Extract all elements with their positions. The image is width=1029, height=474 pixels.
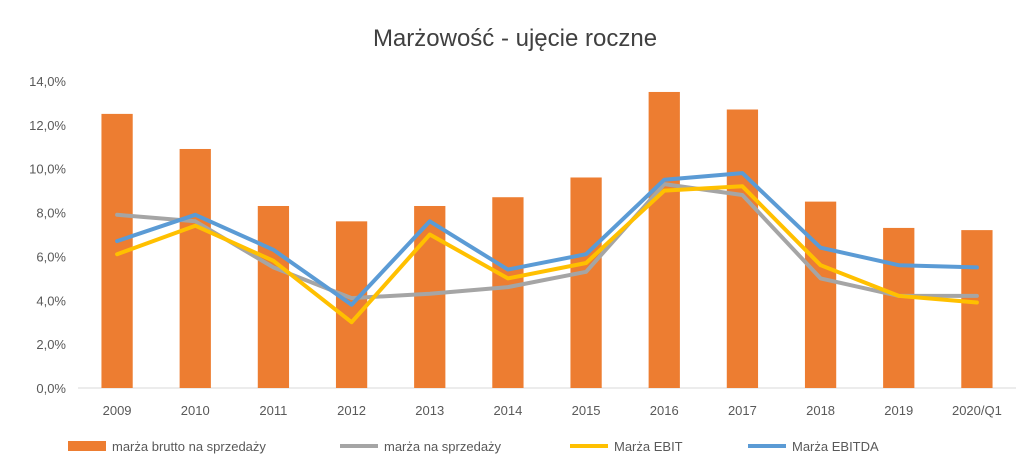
y-tick-label: 2,0% (36, 337, 66, 352)
y-tick-label: 6,0% (36, 249, 66, 264)
bar-mark (883, 227, 915, 388)
line-series (115, 171, 979, 325)
legend-label: Marża EBITDA (792, 439, 879, 454)
legend-item: marża brutto na sprzedaży (68, 439, 266, 454)
legend-swatch (68, 441, 106, 451)
bar-mark (492, 197, 524, 388)
x-tick-label: 2009 (103, 403, 132, 418)
series-line (115, 184, 979, 325)
x-tick-label: 2011 (259, 403, 287, 418)
x-tick-label: 2013 (415, 403, 444, 418)
legend-label: marża na sprzedaży (384, 439, 502, 454)
legend-label: Marża EBIT (614, 439, 683, 454)
bar-mark (570, 177, 602, 388)
x-tick-label: 2018 (806, 403, 835, 418)
y-tick-label: 14,0% (29, 74, 66, 89)
bar-mark (257, 205, 290, 388)
legend-item: Marża EBITDA (748, 439, 879, 454)
x-tick-label: 2020/Q1 (952, 403, 1002, 418)
x-axis-ticks: 2009 2010 2011 2012 2013 2014 2015 2016 2017 2018… (103, 403, 1002, 418)
legend-label: marża brutto na sprzedaży (112, 439, 266, 454)
x-tick-label: 2016 (650, 403, 679, 418)
x-tick-label: 2015 (572, 403, 601, 418)
x-tick-label: 2010 (181, 403, 210, 418)
bar-mark (648, 91, 680, 388)
bar-series (101, 91, 993, 389)
x-tick-label: 2012 (337, 403, 366, 418)
series-line (115, 171, 979, 307)
y-axis-ticks: 0,0% 2,0% 4,0% 6,0% 8,0% 10,0% 12,0% 14,0% (29, 74, 66, 396)
x-tick-label: 2014 (493, 403, 522, 418)
series-line (115, 182, 979, 301)
y-tick-label: 8,0% (36, 206, 66, 221)
bar-mark (961, 230, 993, 388)
bar-mark (726, 109, 759, 388)
x-tick-label: 2017 (728, 403, 757, 418)
bar-mark (804, 201, 837, 388)
y-tick-label: 12,0% (29, 118, 66, 133)
y-tick-label: 10,0% (29, 162, 66, 177)
bar-mark (179, 148, 211, 388)
y-tick-label: 4,0% (36, 293, 66, 308)
x-tick-label: 2019 (884, 403, 913, 418)
legend-item: marża na sprzedaży (340, 439, 502, 454)
chart-title: Marżowość - ujęcie roczne (373, 25, 657, 52)
y-tick-label: 0,0% (36, 381, 66, 396)
legend: marża brutto na sprzedaży marża na sprzed… (68, 439, 879, 454)
legend-item: Marża EBIT (570, 439, 683, 454)
